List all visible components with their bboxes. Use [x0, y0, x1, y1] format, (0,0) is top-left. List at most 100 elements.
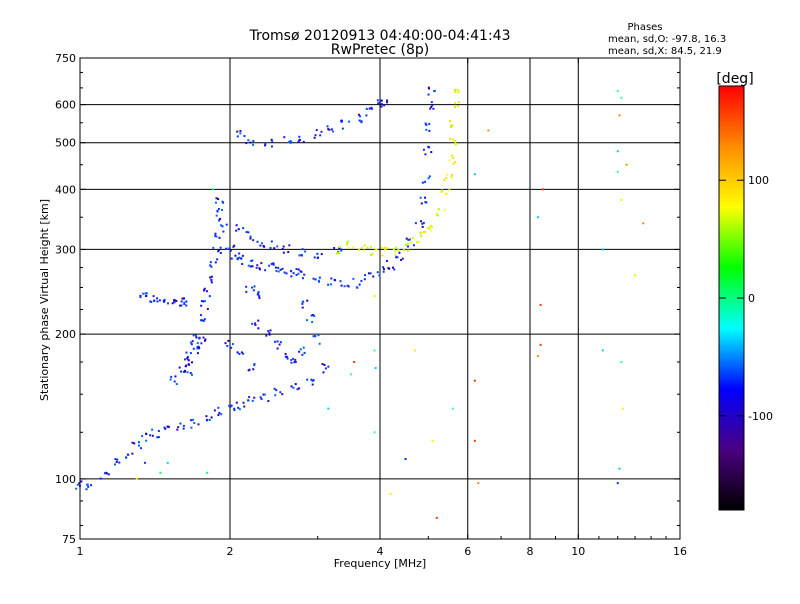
data-point [314, 134, 317, 137]
data-point [259, 244, 262, 247]
data-point [536, 216, 539, 219]
data-point [330, 283, 333, 286]
data-point [185, 304, 188, 307]
x-tick-label: 4 [377, 545, 384, 558]
data-point [201, 319, 204, 322]
data-point [374, 247, 377, 250]
data-point [75, 487, 78, 490]
data-point [322, 371, 325, 374]
data-point [338, 252, 341, 255]
data-point [420, 234, 423, 237]
data-point [290, 385, 293, 388]
data-point [431, 439, 434, 442]
data-point [430, 225, 433, 228]
data-point [452, 162, 455, 165]
data-point [125, 456, 128, 459]
data-point [380, 105, 383, 108]
data-point [85, 488, 88, 491]
data-point [450, 174, 453, 177]
data-point [216, 210, 219, 213]
data-point [247, 264, 250, 267]
data-point [347, 246, 350, 249]
data-point [217, 197, 220, 200]
data-point [642, 222, 645, 225]
data-point [164, 427, 167, 430]
data-point [274, 266, 277, 269]
data-point [221, 200, 224, 203]
data-point [235, 401, 238, 404]
data-point [237, 406, 240, 409]
data-point [243, 134, 246, 137]
data-point [247, 139, 250, 142]
data-point [205, 419, 208, 422]
data-point [274, 394, 277, 397]
data-point [225, 223, 228, 226]
data-point [298, 139, 301, 142]
data-point [392, 248, 395, 251]
data-point [276, 347, 279, 350]
data-point [281, 393, 284, 396]
data-point [256, 293, 259, 296]
data-point [189, 371, 192, 374]
data-point [366, 246, 369, 249]
data-point [310, 314, 313, 317]
data-point [421, 181, 424, 184]
data-point [430, 151, 433, 154]
data-point [367, 272, 370, 275]
data-point [258, 295, 261, 298]
data-point [142, 292, 145, 295]
data-point [375, 249, 378, 252]
data-point [115, 460, 118, 463]
data-point [215, 235, 218, 238]
data-point [200, 319, 203, 322]
data-point [368, 107, 371, 110]
data-point [251, 259, 254, 262]
data-point [227, 339, 230, 342]
data-point [393, 268, 396, 271]
data-point [212, 188, 215, 191]
data-point [435, 212, 438, 215]
data-point [357, 248, 360, 251]
data-point [203, 339, 206, 342]
data-point [313, 136, 316, 139]
data-point [427, 177, 430, 180]
data-point [206, 307, 209, 310]
data-point [186, 356, 189, 359]
data-point [190, 419, 193, 422]
data-point [294, 358, 297, 361]
data-point [323, 363, 326, 366]
data-point [386, 247, 389, 250]
data-point [251, 265, 254, 268]
data-point [139, 294, 142, 297]
data-point [254, 323, 257, 326]
data-point [295, 268, 298, 271]
data-point [294, 360, 297, 363]
data-point [432, 107, 435, 110]
data-point [236, 130, 239, 133]
data-point [301, 306, 304, 309]
data-point [99, 477, 102, 480]
data-point [237, 228, 240, 231]
colorbar-tick-label: 100 [748, 174, 769, 187]
phase-legend-x: mean, sd,X: 84.5, 21.9 [608, 46, 722, 57]
x-axis-ticks: 1 2 4 6 8 10 16 [77, 58, 687, 558]
data-point [180, 300, 183, 303]
data-point [217, 249, 220, 252]
data-point [454, 90, 457, 93]
data-point [200, 300, 203, 303]
data-point [139, 296, 142, 299]
data-point [400, 258, 403, 261]
data-point [236, 257, 239, 260]
data-point [327, 407, 330, 410]
data-point [279, 341, 282, 344]
x-tick-label: 8 [527, 545, 534, 558]
data-point [196, 352, 199, 355]
data-point [138, 444, 141, 447]
data-point [264, 142, 267, 145]
data-point [616, 482, 619, 485]
data-point [357, 113, 360, 116]
data-point [359, 115, 362, 118]
data-point [76, 483, 79, 486]
data-point [330, 128, 333, 131]
data-point [381, 254, 384, 257]
